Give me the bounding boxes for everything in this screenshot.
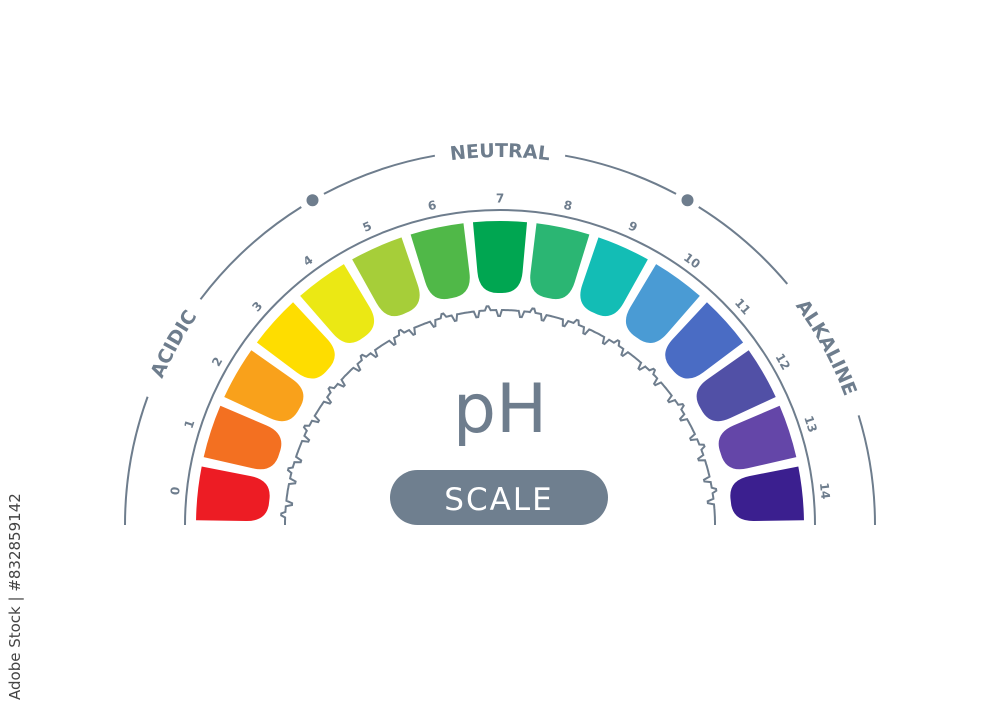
ph-number-13: 13	[801, 414, 819, 434]
ph-title: pH	[453, 370, 547, 449]
ph-number-1: 1	[182, 418, 198, 430]
outer-ring	[124, 154, 876, 526]
ph-number-6: 6	[427, 198, 438, 213]
zone-label-alkaline: ALKALINE	[791, 296, 861, 399]
outer-arc-segment	[199, 206, 302, 300]
ph-number-9: 9	[626, 219, 639, 235]
ph-segment-2	[224, 350, 304, 422]
ph-segment-12	[696, 350, 776, 422]
ph-segment-8	[530, 223, 590, 300]
ph-number-5: 5	[361, 219, 374, 235]
scale-label: SCALE	[444, 482, 553, 518]
marker-dot	[681, 194, 694, 207]
ph-segment-9	[580, 237, 648, 317]
ph-number-8: 8	[562, 198, 573, 213]
outer-arc-segment	[323, 154, 436, 195]
ph-segment-14	[730, 466, 804, 522]
ph-segment-0	[196, 466, 270, 522]
ph-number-14: 14	[817, 482, 833, 500]
ph-segment-5	[352, 237, 420, 317]
scale-pill	[390, 470, 608, 525]
ph-segment-1	[203, 405, 282, 470]
ph-number-12: 12	[773, 351, 793, 372]
ph-segment-11	[665, 302, 744, 379]
ph-segment-7	[472, 221, 528, 294]
marker-dot	[306, 194, 319, 207]
ph-number-7: 7	[496, 192, 504, 206]
outer-arc-segment	[857, 415, 876, 526]
ph-segment-3	[256, 302, 335, 379]
ph-segment-13	[718, 405, 797, 470]
zone-label-neutral: NEUTRAL	[449, 140, 551, 165]
outer-arc-segment	[698, 206, 789, 285]
inner-arc	[184, 209, 816, 526]
ph-segments	[196, 221, 804, 522]
ph-number-3: 3	[249, 299, 265, 315]
ph-number-2: 2	[209, 355, 225, 369]
ph-number-0: 0	[168, 486, 183, 496]
outer-arc-segment	[564, 154, 677, 195]
ph-segment-6	[410, 223, 470, 300]
ph-segment-4	[300, 264, 375, 344]
ph-segment-10	[625, 264, 700, 344]
watermark: Adobe Stock | #832859142	[6, 493, 24, 700]
zone-label-acidic: ACIDIC	[147, 306, 202, 381]
outer-arc-segment	[124, 396, 149, 526]
jagged-inner-ring	[280, 305, 718, 525]
ph-number-4: 4	[301, 253, 316, 269]
